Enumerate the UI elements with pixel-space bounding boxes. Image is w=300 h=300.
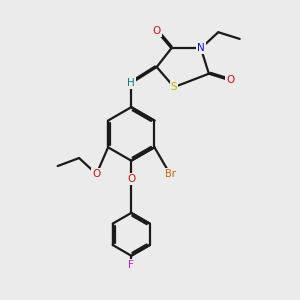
Text: F: F: [128, 260, 134, 270]
Text: Br: Br: [165, 169, 176, 179]
Text: N: N: [197, 43, 205, 53]
Text: O: O: [226, 75, 234, 85]
Text: O: O: [92, 169, 101, 179]
Text: O: O: [153, 26, 161, 36]
Text: O: O: [127, 174, 135, 184]
Text: H: H: [128, 78, 135, 88]
Text: S: S: [171, 82, 177, 92]
